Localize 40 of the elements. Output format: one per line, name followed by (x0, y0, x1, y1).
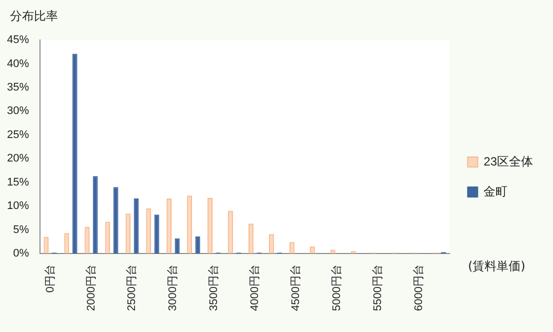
chart-title: 分布比率 (10, 8, 58, 25)
x-tick-label: 2000円台 (84, 264, 98, 312)
x-tick-label: 4500円台 (289, 264, 302, 312)
bar (269, 234, 274, 254)
bar (228, 210, 233, 254)
y-tick-label: 10% (6, 200, 30, 212)
x-tick-label: 5500円台 (370, 264, 384, 312)
legend-label: 金町 (484, 184, 508, 198)
bar (208, 198, 212, 254)
bar (84, 226, 90, 254)
x-tick-label: 3500円台 (207, 264, 220, 312)
y-tick-label: 35% (6, 81, 30, 94)
bar (187, 196, 192, 254)
bar (105, 222, 110, 254)
y-tick-label: 0% (13, 248, 30, 260)
bar (126, 214, 131, 254)
x-tick-label: 6000円台 (412, 264, 425, 312)
bar (72, 54, 78, 254)
x-tick-label: 2500円台 (125, 264, 138, 312)
bar (146, 208, 152, 254)
y-tick-label: 5% (13, 224, 30, 236)
y-tick-label: 15% (6, 176, 30, 188)
x-tick-label: 0円台 (43, 264, 56, 293)
y-tick-label: 40% (6, 58, 30, 70)
bar (289, 242, 294, 254)
legend-label: 23区全体 (484, 154, 534, 168)
y-tick-label: 45% (6, 34, 30, 46)
bar (92, 176, 98, 254)
x-tick-label: 4000円台 (248, 264, 262, 312)
y-tick-label: 20% (6, 152, 30, 165)
x-axis-title: (賃料単価) (468, 258, 526, 275)
bar (166, 198, 172, 254)
bar (113, 187, 118, 254)
y-tick-label: 25% (6, 128, 30, 141)
bar (248, 224, 254, 254)
bar (44, 236, 49, 254)
bar (64, 233, 70, 254)
x-tick-label: 3000円台 (166, 264, 180, 312)
x-tick-label: 5000円台 (330, 264, 344, 312)
y-tick-label: 30% (6, 105, 30, 118)
